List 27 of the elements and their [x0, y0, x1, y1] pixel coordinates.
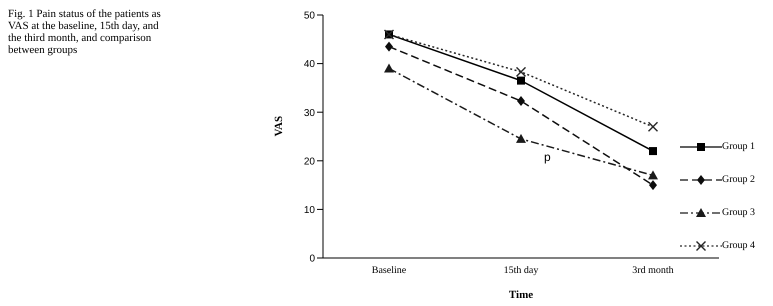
point — [517, 76, 525, 85]
point — [516, 134, 526, 143]
point — [517, 96, 525, 106]
point — [384, 63, 394, 72]
y-tick-label: 0 — [309, 254, 316, 265]
y-axis-title: VAS — [272, 116, 285, 136]
x-tick-label: 15th day — [504, 265, 538, 276]
y-tick-label: 10 — [304, 204, 316, 216]
annotation: p — [544, 150, 551, 164]
legend-label: Group 1 — [722, 141, 756, 152]
point — [649, 147, 657, 156]
text: Fig. 1 Pain status of the patients as VAS at the baseline, 15th day, and the third month, and comparison between groups — [8, 8, 162, 56]
point — [649, 180, 657, 190]
y-tick-label: 30 — [304, 108, 316, 119]
x-tick-label: Baseline — [372, 265, 407, 276]
x-tick-label: 3rd month — [632, 265, 674, 276]
point — [648, 170, 658, 180]
point — [385, 42, 393, 52]
legend-label: Group 4 — [722, 240, 756, 251]
legend-label: Group 3 — [722, 207, 756, 218]
y-tick-label: 20 — [304, 156, 316, 168]
y-tick-label: 40 — [304, 59, 316, 70]
point — [648, 122, 658, 132]
x-axis-title: Time — [508, 289, 534, 301]
legend-label: Group 2 — [722, 174, 756, 185]
point — [516, 66, 526, 77]
y-tick-label: 50 — [304, 10, 316, 22]
